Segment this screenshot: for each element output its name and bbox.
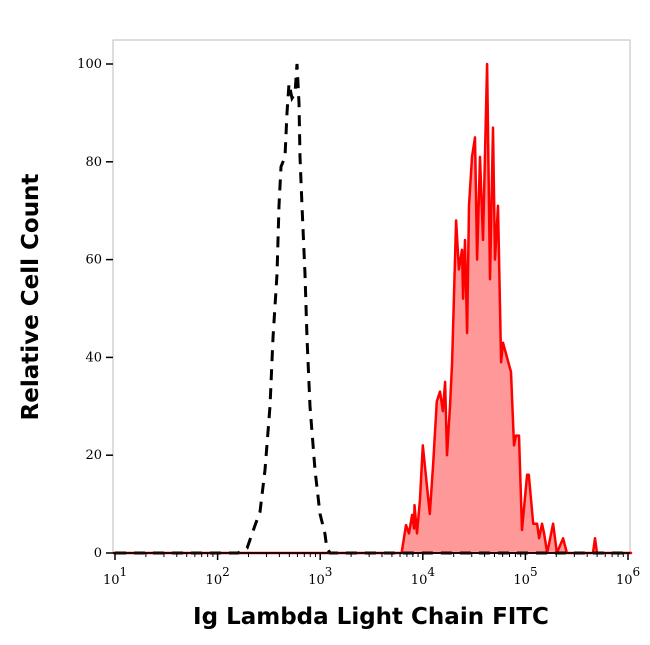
x-tick-exponent: 5 (530, 565, 538, 579)
series-layer (113, 62, 633, 555)
y-tick-label: 20 (85, 448, 102, 463)
x-tick-label: 105 (513, 565, 537, 588)
x-tick-base: 10 (411, 573, 428, 588)
x-tick-base: 10 (513, 573, 530, 588)
y-tick-label: 0 (94, 546, 102, 561)
y-tick-label: 80 (85, 155, 102, 170)
x-tick-label: 102 (206, 565, 230, 588)
plot-frame (112, 39, 631, 554)
y-tick-label: 60 (85, 253, 102, 268)
x-tick-base: 10 (616, 573, 633, 588)
y-axis-ticks: 0 20 40 60 80 100 (77, 57, 113, 561)
x-tick-exponent: 1 (120, 565, 128, 579)
x-tick-exponent: 2 (222, 565, 230, 579)
control-histogram-line (115, 63, 628, 555)
stained-histogram-line (113, 62, 633, 555)
x-tick-label: 103 (308, 565, 332, 588)
x-tick-label: 101 (103, 565, 127, 588)
y-tick-label: 100 (77, 57, 102, 72)
x-tick-label: 106 (616, 565, 640, 588)
x-tick-exponent: 6 (633, 565, 641, 579)
y-axis-title: Relative Cell Count (18, 174, 44, 421)
x-tick-label: 104 (411, 565, 436, 588)
x-tick-exponent: 4 (427, 565, 435, 579)
y-tick-label: 40 (85, 350, 102, 365)
x-tick-base: 10 (103, 573, 120, 588)
x-tick-base: 10 (308, 573, 325, 588)
x-axis-title: Ig Lambda Light Chain FITC (193, 604, 549, 630)
x-tick-exponent: 3 (325, 565, 333, 579)
stained-histogram-fill (113, 64, 633, 553)
x-tick-base: 10 (206, 573, 223, 588)
